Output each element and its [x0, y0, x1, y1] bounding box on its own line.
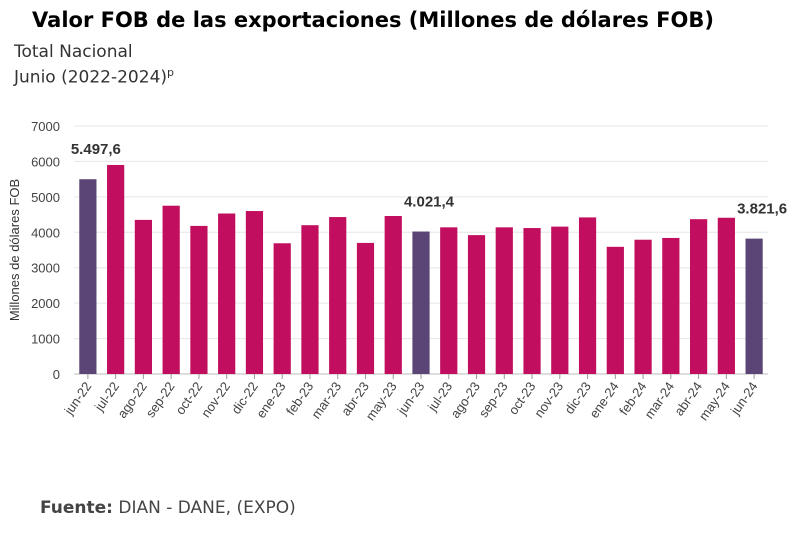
x-tick-label: jun-24	[727, 379, 761, 418]
subtitle-period-text: Junio (2022-2024)	[14, 67, 168, 88]
bar-ene-24	[606, 246, 624, 374]
subtitle-period: Junio (2022-2024)p	[14, 66, 174, 88]
bar-feb-24	[634, 239, 652, 374]
x-tick-label: jun-23	[394, 379, 428, 418]
y-tick-label: 1000	[31, 332, 60, 347]
subtitle-scope: Total Nacional	[14, 42, 133, 62]
x-tick-label: nov-23	[531, 379, 566, 420]
source-note: Fuente: DIAN - DANE, (EXPO)	[40, 498, 296, 518]
x-tick-label: jun-22	[61, 379, 95, 418]
data-label-jun-22: 5.497,6	[71, 141, 121, 158]
bar-oct-23	[523, 228, 541, 374]
bar-oct-22	[190, 225, 208, 374]
x-tick-label: ene-23	[253, 379, 289, 421]
y-tick-label: 3000	[31, 261, 60, 276]
bar-ene-23	[273, 243, 291, 374]
bar-mar-24	[662, 237, 680, 374]
bar-feb-23	[301, 225, 319, 374]
bar-mar-23	[329, 217, 347, 374]
y-tick-label: 7000	[31, 119, 60, 134]
x-tick-label: ago-23	[447, 379, 483, 421]
source-text: DIAN - DANE, (EXPO)	[112, 498, 296, 518]
chart-title: Valor FOB de las exportaciones (Millones…	[32, 8, 714, 32]
y-axis-title: Millones de dólares FOB	[7, 179, 22, 321]
bar-sep-22	[162, 205, 180, 374]
x-tick-label: mar-24	[641, 379, 677, 421]
x-tick-label: sep-23	[476, 379, 511, 420]
x-tick-label: sep-22	[143, 379, 178, 420]
x-tick-label: ene-24	[586, 379, 622, 421]
bar-jul-22	[107, 164, 125, 374]
bar-jul-23	[440, 227, 458, 374]
bar-ago-23	[467, 235, 486, 374]
y-tick-label: 0	[53, 367, 60, 382]
bar-nov-23	[551, 226, 569, 374]
bar-abr-24	[689, 219, 708, 374]
y-tick-label: 6000	[31, 154, 60, 169]
y-tick-label: 5000	[31, 190, 60, 205]
bar-may-24	[717, 217, 735, 374]
y-tick-label: 4000	[31, 225, 60, 240]
bar-abr-23	[356, 242, 375, 374]
data-label-jun-24: 3.821,6	[737, 201, 787, 218]
bar-jun-24	[745, 238, 763, 374]
subtitle-provisional-mark: p	[167, 66, 175, 79]
data-label-jun-23: 4.021,4	[404, 194, 455, 211]
bar-ago-22	[134, 219, 153, 374]
bar-nov-22	[218, 213, 236, 374]
bar-dic-22	[245, 211, 264, 374]
bar-jun-23	[412, 231, 430, 374]
x-tick-label: mar-23	[308, 379, 344, 421]
bar-may-23	[384, 215, 402, 374]
x-tick-label: ago-22	[114, 379, 150, 421]
bar-sep-23	[495, 227, 513, 374]
bar-dic-23	[578, 217, 597, 374]
x-tick-label: nov-22	[198, 379, 233, 420]
bar-jun-22	[79, 179, 97, 374]
bar-chart: 0 1000 2000 3000 4000 5000 6000 7000 Millones de…	[7, 119, 787, 423]
y-tick-label: 2000	[31, 296, 60, 311]
source-label: Fuente:	[40, 498, 113, 518]
